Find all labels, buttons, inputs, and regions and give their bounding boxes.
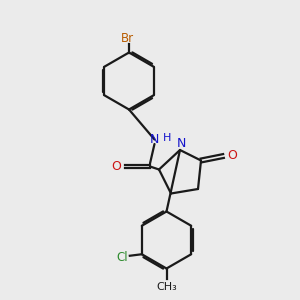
Text: H: H	[163, 133, 171, 143]
Text: N: N	[150, 133, 159, 146]
Text: Br: Br	[121, 32, 134, 46]
Text: O: O	[227, 149, 237, 163]
Text: O: O	[111, 160, 121, 173]
Text: N: N	[177, 137, 186, 150]
Text: CH₃: CH₃	[156, 282, 177, 292]
Text: Cl: Cl	[116, 251, 128, 264]
